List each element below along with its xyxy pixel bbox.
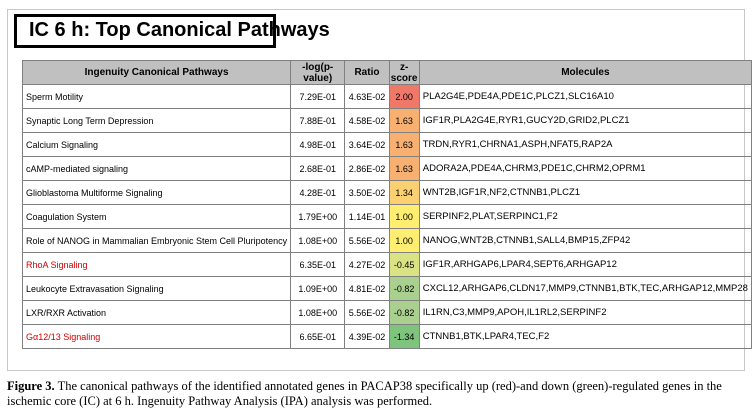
molecules-cell: NANOG,WNT2B,CTNNB1,SALL4,BMP15,ZFP42: [418, 228, 752, 253]
ratio-cell: 4.39E-02: [344, 324, 390, 349]
header-logp: -log(p-value): [290, 60, 346, 85]
ratio-cell: 1.14E-01: [344, 204, 390, 229]
table-row: RhoA Signaling 6.35E-01 4.27E-02 -0.45 IGF1R…: [21, 252, 752, 277]
logp-cell: 1.79E+00: [290, 204, 346, 229]
ratio-cell: 4.63E-02: [344, 84, 390, 109]
pathway-name-cell: Calcium Signaling: [21, 132, 292, 157]
ratio-cell: 2.86E-02: [344, 156, 390, 181]
ratio-cell: 4.58E-02: [344, 108, 390, 133]
table-row: Calcium Signaling 4.98E-01 3.64E-02 1.63 TRD…: [21, 132, 752, 157]
molecules-cell: IGF1R,PLA2G4E,RYR1,GUCY2D,GRID2,PLCZ1: [418, 108, 752, 133]
logp-cell: 4.28E-01: [290, 180, 346, 205]
zscore-cell: -1.34: [388, 324, 420, 349]
pathway-name-cell: LXR/RXR Activation: [21, 300, 292, 325]
figure-title: IC 6 h: Top Canonical Pathways: [29, 19, 330, 41]
molecules-cell: SERPINF2,PLAT,SERPINC1,F2: [418, 204, 752, 229]
logp-cell: 6.35E-01: [290, 252, 346, 277]
table-row: Synaptic Long Term Depression 7.88E-01 4.5…: [21, 108, 752, 133]
molecules-cell: ADORA2A,PDE4A,CHRM3,PDE1C,CHRM2,OPRM1: [418, 156, 752, 181]
table-row: Glioblastoma Multiforme Signaling 4.28E-0…: [21, 180, 752, 205]
table-row: LXR/RXR Activation 1.08E+00 5.56E-02 -0.82 I…: [21, 300, 752, 325]
pathway-name-cell: Coagulation System: [21, 204, 292, 229]
logp-cell: 7.88E-01: [290, 108, 346, 133]
zscore-cell: 2.00: [388, 84, 420, 109]
table-header-row: Ingenuity Canonical Pathways -log(p-valu…: [21, 60, 752, 85]
pathway-name-cell: Role of NANOG in Mammalian Embryonic Ste…: [21, 228, 292, 253]
table-row: Role of NANOG in Mammalian Embryonic Ste…: [21, 228, 752, 253]
table-row: cAMP-mediated signaling 2.68E-01 2.86E-02 1…: [21, 156, 752, 181]
molecules-cell: IL1RN,C3,MMP9,APOH,IL1RL2,SERPINF2: [418, 300, 752, 325]
pathway-name-cell: RhoA Signaling: [21, 252, 292, 277]
zscore-cell: 1.63: [388, 132, 420, 157]
header-ratio: Ratio: [344, 60, 390, 85]
header-zscore: z-score: [388, 60, 420, 85]
table-body: Sperm Motility 7.29E-01 4.63E-02 2.00 PLA2G4…: [21, 84, 752, 349]
title-box: IC 6 h: Top Canonical Pathways: [14, 14, 330, 48]
ratio-cell: 3.64E-02: [344, 132, 390, 157]
ratio-cell: 5.56E-02: [344, 300, 390, 325]
header-molecules: Molecules: [418, 60, 752, 85]
table-row: Sperm Motility 7.29E-01 4.63E-02 2.00 PLA2G4…: [21, 84, 752, 109]
table-row: Leukocyte Extravasation Signaling 1.09E+0…: [21, 276, 752, 301]
zscore-cell: 1.63: [388, 156, 420, 181]
caption-text: The canonical pathways of the identified…: [7, 379, 722, 408]
ratio-cell: 4.81E-02: [344, 276, 390, 301]
molecules-cell: CXCL12,ARHGAP6,CLDN17,MMP9,CTNNB1,BTK,TE…: [418, 276, 752, 301]
molecules-cell: CTNNB1,BTK,LPAR4,TEC,F2: [418, 324, 752, 349]
zscore-cell: 1.63: [388, 108, 420, 133]
pathway-name-cell: Gα12/13 Signaling: [21, 324, 292, 349]
logp-cell: 1.08E+00: [290, 228, 346, 253]
zscore-cell: 1.34: [388, 180, 420, 205]
figure-caption: Figure 3. The canonical pathways of the …: [7, 379, 747, 409]
pathway-name-cell: cAMP-mediated signaling: [21, 156, 292, 181]
ratio-cell: 5.56E-02: [344, 228, 390, 253]
zscore-cell: 1.00: [388, 204, 420, 229]
zscore-cell: -0.82: [388, 276, 420, 301]
molecules-cell: WNT2B,IGF1R,NF2,CTNNB1,PLCZ1: [418, 180, 752, 205]
table-row: Gα12/13 Signaling 6.65E-01 4.39E-02 -1.34 CT…: [21, 324, 752, 349]
molecules-cell: TRDN,RYR1,CHRNA1,ASPH,NFAT5,RAP2A: [418, 132, 752, 157]
header-pathway: Ingenuity Canonical Pathways: [21, 60, 292, 85]
pathway-name-cell: Glioblastoma Multiforme Signaling: [21, 180, 292, 205]
logp-cell: 1.09E+00: [290, 276, 346, 301]
pathway-name-cell: Leukocyte Extravasation Signaling: [21, 276, 292, 301]
zscore-cell: 1.00: [388, 228, 420, 253]
logp-cell: 1.08E+00: [290, 300, 346, 325]
caption-label: Figure 3.: [7, 379, 55, 393]
molecules-cell: IGF1R,ARHGAP6,LPAR4,SEPT6,ARHGAP12: [418, 252, 752, 277]
logp-cell: 2.68E-01: [290, 156, 346, 181]
table-row: Coagulation System 1.79E+00 1.14E-01 1.00 SE…: [21, 204, 752, 229]
logp-cell: 4.98E-01: [290, 132, 346, 157]
logp-cell: 6.65E-01: [290, 324, 346, 349]
zscore-cell: -0.45: [388, 252, 420, 277]
pathway-name-cell: Sperm Motility: [21, 84, 292, 109]
ratio-cell: 4.27E-02: [344, 252, 390, 277]
pathway-name-cell: Synaptic Long Term Depression: [21, 108, 292, 133]
zscore-cell: -0.82: [388, 300, 420, 325]
ratio-cell: 3.50E-02: [344, 180, 390, 205]
pathways-table: Ingenuity Canonical Pathways -log(p-valu…: [21, 60, 752, 349]
molecules-cell: PLA2G4E,PDE4A,PDE1C,PLCZ1,SLC16A10: [418, 84, 752, 109]
logp-cell: 7.29E-01: [290, 84, 346, 109]
